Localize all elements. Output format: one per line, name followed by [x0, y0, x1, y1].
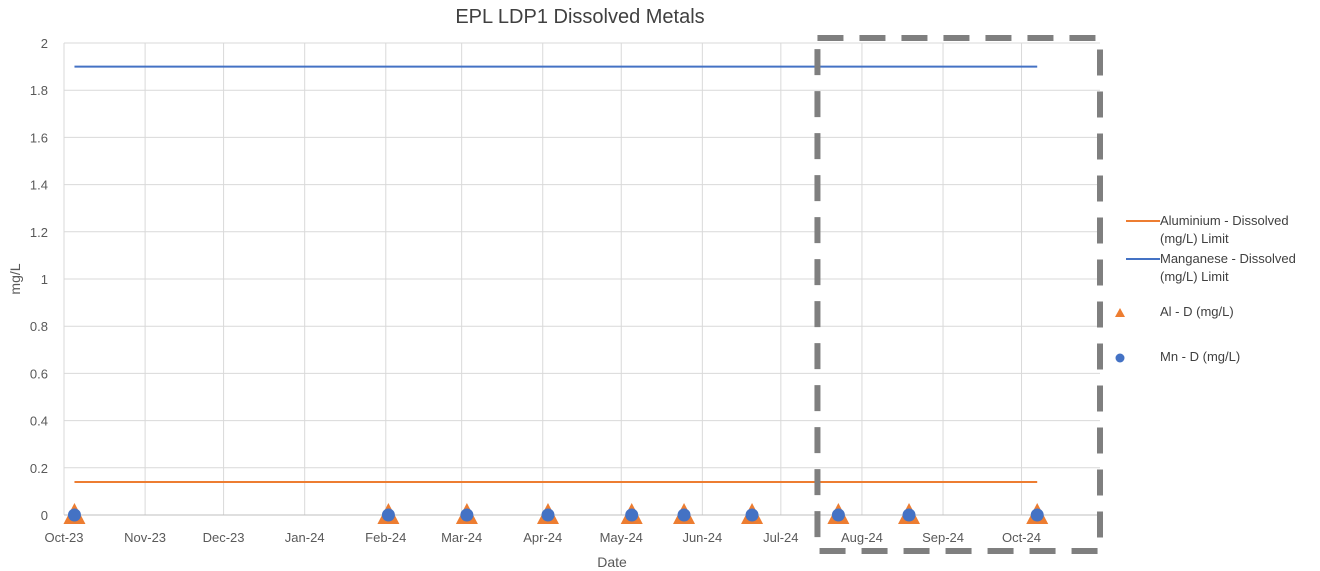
circle-marker-icon — [1110, 348, 1160, 366]
y-tick-label: 0 — [41, 508, 48, 523]
legend-item-manganese-limit: Manganese - Dissolved (mg/L) Limit — [1110, 250, 1310, 286]
y-tick-label: 1 — [41, 272, 48, 287]
y-tick-label: 1.2 — [30, 225, 48, 240]
x-tick-label: Dec-23 — [203, 530, 245, 545]
x-tick-label: Apr-24 — [523, 530, 562, 545]
legend-swatch-line-orange — [1110, 212, 1160, 230]
mn-d-marker — [381, 508, 395, 522]
mn-d-marker — [67, 508, 81, 522]
legend-label: Aluminium - Dissolved (mg/L) Limit — [1160, 213, 1289, 246]
y-tick-label: 0.8 — [30, 319, 48, 334]
x-tick-label: Jun-24 — [682, 530, 722, 545]
mn-d-marker — [541, 508, 555, 522]
y-tick-label: 1.4 — [30, 178, 48, 193]
mn-d-marker — [902, 508, 916, 522]
legend-swatch-line-blue — [1110, 250, 1160, 268]
y-tick-label: 1.8 — [30, 83, 48, 98]
mn-d-marker — [460, 508, 474, 522]
x-tick-label: Oct-23 — [44, 530, 83, 545]
y-tick-label: 1.6 — [30, 130, 48, 145]
mn-d-marker — [677, 508, 691, 522]
legend-label: Mn - D (mg/L) — [1160, 349, 1241, 364]
x-tick-label: May-24 — [600, 530, 643, 545]
legend-label: Al - D (mg/L) — [1160, 304, 1234, 319]
x-tick-label: Nov-23 — [124, 530, 166, 545]
mn-d-marker — [625, 508, 639, 522]
y-tick-label: 0.4 — [30, 414, 48, 429]
x-tick-label: Jul-24 — [763, 530, 798, 545]
y-tick-label: 2 — [41, 36, 48, 51]
triangle-marker-icon — [1110, 303, 1160, 321]
y-tick-label: 0.2 — [30, 461, 48, 476]
x-tick-label: Aug-24 — [841, 530, 883, 545]
x-axis-title: Date — [597, 554, 627, 570]
mn-d-marker — [745, 508, 759, 522]
legend-item-aluminium-limit: Aluminium - Dissolved (mg/L) Limit — [1110, 212, 1310, 248]
mn-d-marker — [831, 508, 845, 522]
x-tick-label: Feb-24 — [365, 530, 406, 545]
x-tick-label: Oct-24 — [1002, 530, 1041, 545]
x-tick-label: Mar-24 — [441, 530, 482, 545]
legend-label: Manganese - Dissolved (mg/L) Limit — [1160, 251, 1296, 284]
chart-title: EPL LDP1 Dissolved Metals — [455, 6, 705, 28]
y-tick-label: 0.6 — [30, 366, 48, 381]
x-tick-label: Sep-24 — [922, 530, 964, 545]
x-tick-label: Jan-24 — [285, 530, 325, 545]
y-axis-title: mg/L — [7, 263, 23, 294]
mn-d-marker — [1030, 508, 1044, 522]
legend-item-al-d: Al - D (mg/L) — [1110, 303, 1310, 321]
highlight-box — [814, 35, 1103, 554]
legend-item-mn-d: Mn - D (mg/L) — [1110, 348, 1310, 366]
